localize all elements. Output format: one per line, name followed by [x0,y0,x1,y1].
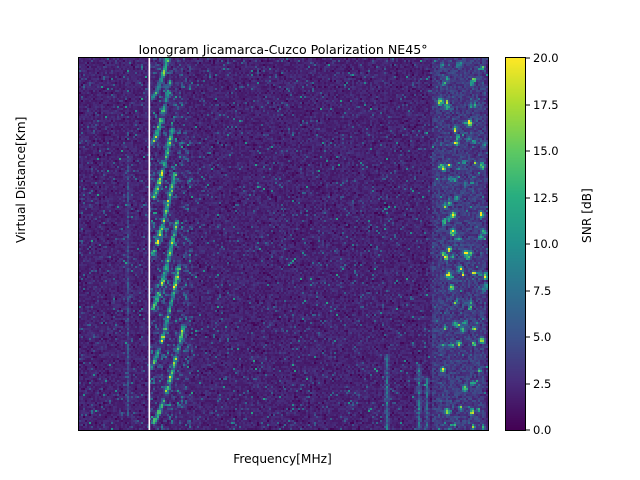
x-tick-mark [390,57,391,58]
x-tick-label: 16 [383,430,398,431]
y-tick-mark [78,306,79,307]
colorbar-tick-mark [525,290,530,291]
x-tick-label: 8 [208,430,215,431]
colorbar-tick-mark [525,150,530,152]
x-tick-mark [434,57,435,58]
x-tick-mark [256,57,257,58]
x-tick-label: 20 [472,430,487,431]
x-tick-mark [345,57,346,58]
x-tick-label: 4 [119,430,126,431]
colorbar-tick-mark [525,336,530,338]
colorbar-gradient [506,58,525,430]
y-tick-mark [78,120,79,121]
colorbar-tick-label: 12.5 [533,190,559,205]
colorbar-tick-label: 7.5 [533,283,552,298]
colorbar-tick-mark [525,197,530,198]
colorbar-label: SNR [dB] [580,188,594,243]
y-tick-mark [78,244,79,245]
x-tick-mark [212,57,213,58]
y-tick-mark [78,368,79,369]
colorbar-tick-mark [525,429,530,431]
x-tick-mark [301,57,302,58]
y-tick-mark [78,430,79,431]
colorbar-tick-label: 2.5 [533,376,552,391]
x-tick-mark [167,57,168,58]
ionogram-heatmap [79,58,488,430]
x-tick-label: 12 [294,430,309,431]
colorbar-tick-label: 10.0 [533,237,559,251]
colorbar: 0.0 2.5 5.0 7.5 10.0 12.5 15.0 17.5 20.0 [505,51,559,437]
colorbar-tick-label: 0.0 [533,423,552,437]
x-axis-label: Frequency[MHz] [233,452,332,466]
x-tick-label: 14 [338,430,353,431]
x-tick-label: 6 [164,430,171,431]
y-tick-mark [78,58,79,59]
colorbar-tick-label: 5.0 [533,330,552,344]
x-tick-mark [123,57,124,58]
x-tick-label: 10 [249,430,264,431]
x-tick-label: 18 [427,430,442,431]
colorbar-tick-mark [525,243,530,245]
plot-area: 050010001500200025003000 468101214161820 [78,57,489,431]
colorbar-tick-label: 17.5 [533,97,559,112]
chart-title-line-1: Ionogram Jicamarca-Cuzco Polarization NE… [138,42,428,57]
colorbar-tick-mark [525,104,530,105]
y-tick-mark [78,182,79,183]
x-tick-mark [479,57,480,58]
colorbar-tick-mark [525,57,530,59]
colorbar-tick-label: 20.0 [533,51,559,65]
y-axis-label: Virtual Distance[Km] [14,116,28,243]
colorbar-tick-label: 15.0 [533,144,559,158]
colorbar-tick-mark [525,383,530,384]
